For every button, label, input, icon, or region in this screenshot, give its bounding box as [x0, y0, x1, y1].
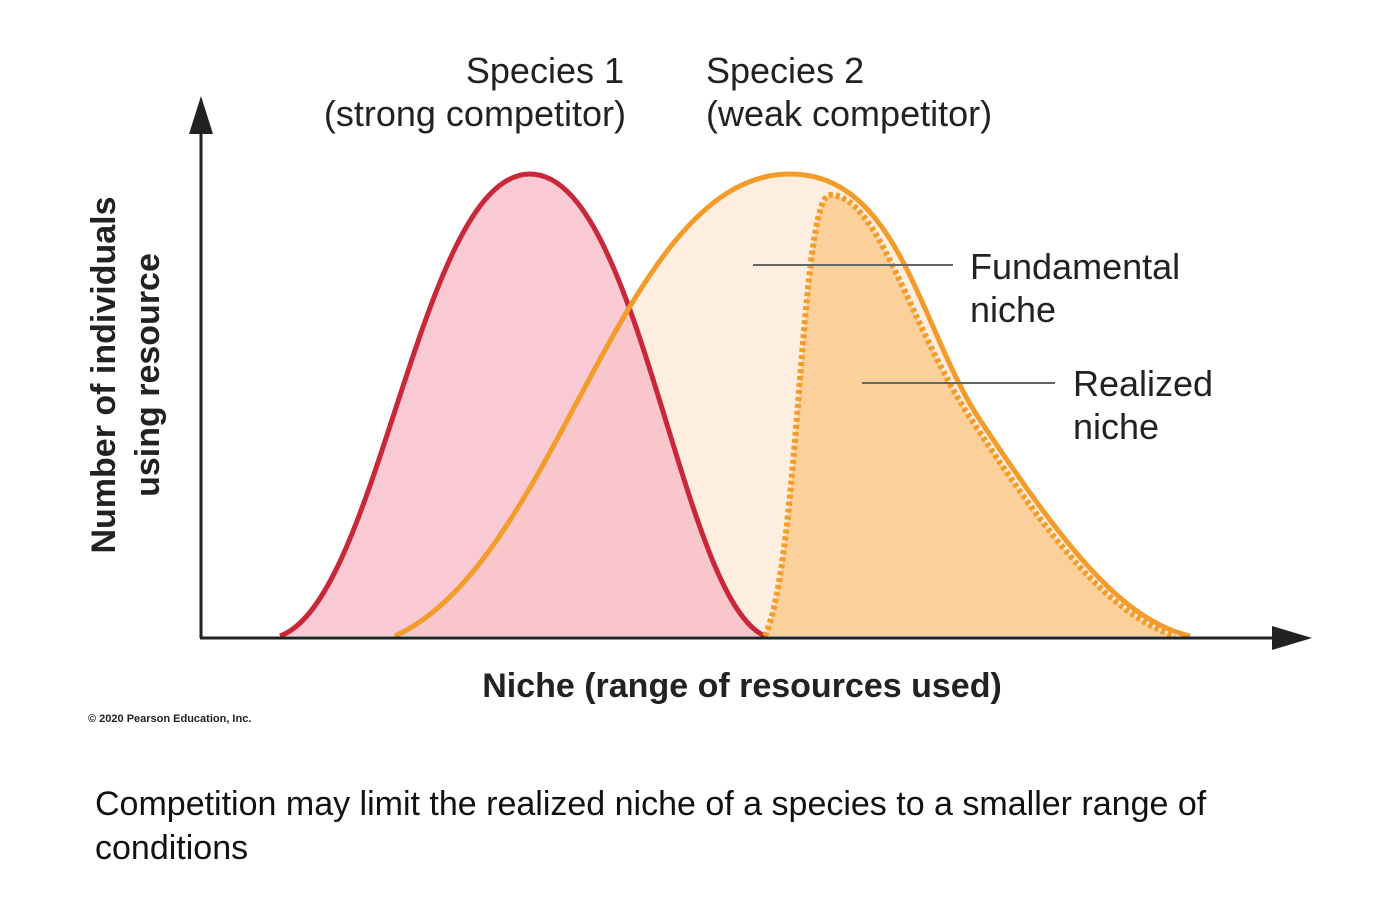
copyright: © 2020 Pearson Education, Inc. — [88, 713, 251, 725]
species-name: Species 1 — [466, 50, 624, 91]
y-axis-arrow — [189, 96, 213, 134]
realized-niche-curve — [762, 191, 1176, 639]
species-role: (weak competitor) — [706, 93, 992, 134]
niche-label: Realized — [1073, 363, 1213, 404]
niche-label: niche — [1073, 406, 1159, 447]
species-name: Species 2 — [706, 50, 864, 91]
figure: Species 1 (strong competitor) Species 2 … — [85, 50, 1312, 725]
species-role: (strong competitor) — [324, 93, 626, 134]
niche-label: niche — [970, 289, 1056, 330]
species-labels: Species 1 (strong competitor) Species 2 … — [324, 50, 1213, 447]
species-1-area — [280, 174, 765, 636]
niche-label: Fundamental — [970, 246, 1180, 287]
y-axis-label: using resource — [129, 253, 167, 497]
x-axis-arrow — [1272, 626, 1312, 650]
y-axis-label: Number of individuals — [85, 196, 123, 553]
species-1-curve — [279, 171, 767, 639]
caption: Competition may limit the realized niche… — [95, 785, 1207, 867]
realized-niche-area — [765, 195, 1175, 636]
fundamental-niche-curve — [393, 171, 1191, 639]
x-axis-label: Niche (range of resources used) — [482, 667, 1002, 705]
